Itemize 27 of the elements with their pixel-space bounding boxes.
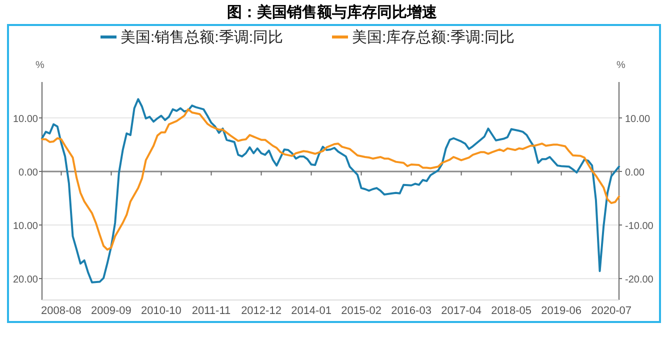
x-tick-label: 2008-08 — [41, 305, 82, 317]
x-tick-label: 2015-02 — [341, 305, 382, 317]
y-tick-label: 10.00 — [12, 221, 38, 232]
y2-tick-label: 0.00 — [625, 167, 645, 178]
x-tick-label: 2010-10 — [141, 305, 182, 317]
y2-tick-label: -20.00 — [625, 274, 654, 286]
x-tick-label: 2016-03 — [391, 305, 432, 317]
chart-title: 图：美国销售额与库存同比增速 — [227, 3, 438, 21]
x-tick-label: 2020-07 — [591, 305, 632, 317]
y-tick-label: 10.00 — [12, 114, 38, 125]
x-tick-label: 2011-11 — [192, 305, 231, 317]
line-series — [41, 108, 620, 251]
x-tick-label: 2018-05 — [491, 305, 532, 317]
x-tick-label: 2012-12 — [241, 305, 282, 317]
x-tick-label: 2017-04 — [441, 305, 482, 317]
legend-label: 美国:销售总额:季调:同比 — [120, 29, 284, 46]
x-tick-label: 2014-01 — [291, 305, 332, 317]
x-tick-label: 2009-09 — [91, 305, 132, 317]
legend-label: 美国:库存总额:季调:同比 — [352, 29, 515, 46]
y2-tick-label: 10.00 — [625, 114, 650, 125]
line-series — [41, 98, 620, 284]
y2-axis-title: % — [616, 60, 626, 71]
x-tick-label: 2019-06 — [541, 305, 582, 317]
y-axis-title: % — [36, 60, 45, 71]
y-tick-label: 0.00 — [18, 167, 38, 178]
y2-tick-label: -10.00 — [625, 221, 654, 232]
y-tick-label: 20.00 — [12, 274, 38, 286]
